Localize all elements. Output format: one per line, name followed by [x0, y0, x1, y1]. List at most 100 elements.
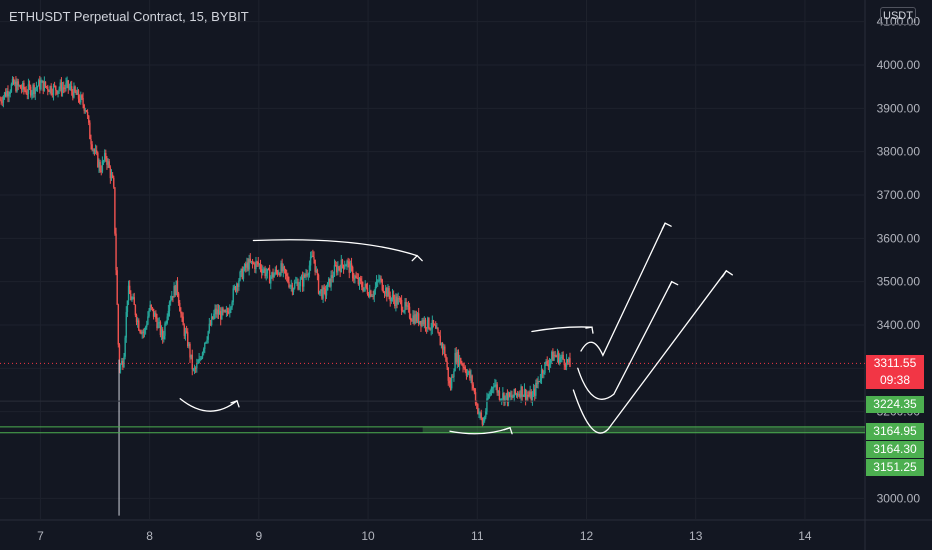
candle-body	[154, 312, 156, 317]
candle-body	[233, 286, 236, 289]
candle-body	[166, 316, 168, 324]
candle-body	[226, 310, 229, 313]
candle-body	[494, 384, 496, 387]
candle-body	[374, 286, 377, 291]
candle-body	[285, 274, 288, 276]
x-tick-label: 13	[689, 529, 703, 543]
candle-body	[98, 161, 100, 168]
candle-body	[220, 311, 222, 320]
candle-body	[249, 258, 251, 263]
candle-body	[274, 269, 277, 274]
candle-body	[487, 398, 489, 400]
candle-body	[190, 354, 192, 358]
candle-body	[176, 280, 179, 294]
candle-body	[453, 370, 455, 378]
candle-body	[456, 351, 459, 363]
candle-body	[188, 344, 190, 347]
candle-body	[296, 282, 298, 284]
candle-body	[549, 359, 552, 363]
candle-body	[545, 361, 547, 363]
candle-body	[146, 324, 148, 328]
currency-selector[interactable]: USDT	[880, 7, 916, 25]
candle-body	[215, 308, 217, 315]
candle-body	[281, 263, 283, 272]
candle-body	[518, 394, 520, 396]
candle-body	[115, 233, 117, 271]
x-tick-label: 14	[798, 529, 812, 543]
candle-body	[140, 331, 142, 334]
candle-body	[293, 282, 296, 289]
candle-body	[152, 308, 155, 317]
candle-body	[39, 80, 41, 90]
candle-body	[345, 265, 347, 267]
candle-body	[389, 295, 391, 302]
arrow-mid	[531, 326, 593, 333]
candle-body	[85, 110, 88, 112]
candle-body	[478, 413, 480, 415]
candle-body	[0, 99, 2, 102]
candle-body	[282, 266, 284, 272]
candle-body	[105, 153, 107, 159]
candle-body	[289, 285, 291, 287]
candle-body	[526, 394, 528, 400]
candle-body	[92, 149, 94, 151]
candle-body	[94, 150, 97, 152]
candle-body	[26, 93, 29, 95]
candle-body	[560, 356, 562, 358]
candle-body	[363, 287, 365, 292]
candle-body	[30, 86, 32, 96]
candle-body	[41, 80, 43, 83]
candle-body	[25, 90, 27, 94]
candle-body	[225, 310, 228, 313]
candle-body	[380, 278, 382, 280]
candle-body	[423, 319, 426, 325]
candle-body	[485, 411, 487, 418]
candle-body	[44, 81, 47, 87]
candle-body	[242, 270, 245, 279]
candle-body	[469, 371, 471, 379]
candle-body	[312, 255, 314, 257]
candle-body	[243, 264, 246, 271]
candle-body	[262, 270, 264, 273]
x-tick-label: 7	[37, 529, 44, 543]
candle-body	[444, 346, 446, 356]
candle-body	[348, 261, 350, 273]
candle-body	[260, 269, 263, 273]
y-tick-label: 3400.00	[877, 318, 921, 332]
candles	[0, 75, 571, 516]
candle-body	[17, 81, 19, 86]
candle-body	[206, 339, 208, 342]
candle-body	[314, 259, 316, 272]
candle-body	[283, 266, 286, 270]
candle-body	[507, 392, 510, 403]
candle-body	[279, 273, 281, 276]
candle-body	[9, 91, 11, 95]
candle-body	[76, 90, 79, 95]
candle-body	[32, 85, 34, 93]
candle-body	[192, 369, 195, 371]
candle-body	[304, 274, 306, 277]
candle-body	[537, 380, 539, 385]
candle-body	[448, 380, 451, 384]
candle-body	[516, 393, 519, 396]
candle-body	[169, 300, 172, 302]
candle-body	[428, 317, 430, 329]
candle-body	[82, 97, 84, 105]
candle-body	[505, 393, 507, 396]
candle-body	[388, 288, 390, 296]
candle-body	[415, 314, 418, 322]
candle-body	[384, 287, 387, 294]
candle-body	[191, 354, 193, 370]
candle-body	[365, 283, 368, 288]
candle-body	[272, 272, 274, 278]
candle-body	[43, 81, 46, 91]
candle-body	[491, 387, 494, 389]
projection-3	[572, 270, 727, 434]
candle-body	[59, 82, 61, 89]
candle-body	[208, 323, 211, 332]
candle-body	[331, 275, 333, 278]
candle-body	[290, 285, 292, 287]
candle-body	[511, 395, 513, 398]
